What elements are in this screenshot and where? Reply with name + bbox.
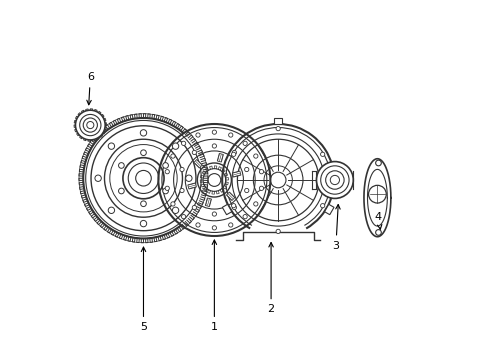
Circle shape: [212, 226, 216, 230]
Circle shape: [165, 170, 169, 174]
Circle shape: [243, 215, 247, 219]
Circle shape: [108, 143, 114, 149]
Circle shape: [232, 150, 236, 154]
Circle shape: [141, 201, 146, 207]
Circle shape: [192, 206, 196, 210]
Text: 3: 3: [332, 204, 340, 251]
Circle shape: [320, 152, 324, 157]
Circle shape: [75, 110, 105, 140]
Polygon shape: [222, 204, 231, 215]
Circle shape: [276, 229, 280, 234]
Circle shape: [276, 126, 280, 131]
Circle shape: [243, 141, 247, 145]
Polygon shape: [226, 192, 234, 201]
Text: 5: 5: [140, 247, 147, 332]
Text: 2: 2: [267, 243, 274, 314]
Circle shape: [172, 207, 179, 213]
Circle shape: [259, 186, 263, 190]
Circle shape: [253, 202, 257, 206]
Circle shape: [185, 175, 192, 181]
Circle shape: [231, 152, 235, 157]
Polygon shape: [232, 171, 241, 177]
Circle shape: [140, 220, 146, 227]
Text: 6: 6: [87, 72, 94, 105]
Circle shape: [163, 188, 168, 194]
Circle shape: [108, 207, 114, 213]
Circle shape: [158, 124, 270, 236]
Circle shape: [228, 223, 232, 227]
Polygon shape: [205, 198, 211, 207]
Circle shape: [170, 202, 175, 206]
Circle shape: [163, 163, 168, 168]
Circle shape: [83, 118, 203, 238]
Circle shape: [253, 154, 257, 158]
Polygon shape: [193, 159, 202, 168]
Circle shape: [196, 223, 200, 227]
Circle shape: [316, 162, 353, 198]
Circle shape: [165, 186, 169, 190]
Circle shape: [244, 188, 248, 193]
Circle shape: [212, 212, 216, 216]
Circle shape: [231, 203, 235, 208]
Circle shape: [181, 215, 185, 219]
Circle shape: [95, 175, 101, 181]
Circle shape: [181, 141, 185, 145]
Circle shape: [118, 163, 124, 168]
Polygon shape: [273, 118, 282, 124]
Polygon shape: [187, 183, 196, 189]
Circle shape: [259, 170, 263, 174]
Circle shape: [212, 130, 216, 134]
Circle shape: [170, 154, 175, 158]
Circle shape: [228, 133, 232, 137]
Text: 1: 1: [210, 240, 218, 332]
Circle shape: [232, 206, 236, 210]
Circle shape: [118, 188, 124, 194]
Circle shape: [320, 203, 324, 208]
Circle shape: [141, 150, 146, 156]
Circle shape: [140, 130, 146, 136]
Circle shape: [244, 167, 248, 172]
Circle shape: [180, 188, 184, 193]
Circle shape: [180, 167, 184, 172]
Text: 4: 4: [374, 212, 381, 229]
Circle shape: [212, 144, 216, 148]
Polygon shape: [217, 153, 223, 162]
Polygon shape: [324, 204, 333, 215]
Circle shape: [196, 133, 200, 137]
Circle shape: [192, 150, 196, 154]
Circle shape: [172, 143, 179, 149]
